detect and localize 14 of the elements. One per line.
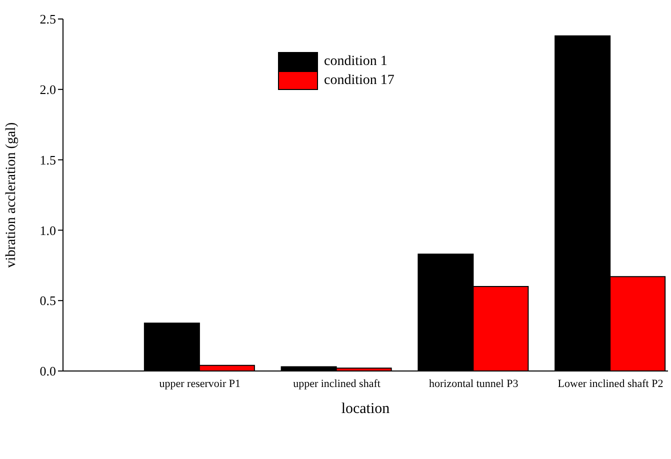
legend-label: condition 17	[324, 72, 394, 88]
y-tick-label: 2.5	[40, 12, 56, 27]
legend-label: condition 1	[324, 54, 388, 70]
x-tick-label: upper reservoir P1	[159, 378, 241, 390]
y-tick-label: 1.5	[40, 152, 56, 168]
x-tick-label: upper inclined shaft	[293, 378, 380, 390]
y-axis-title: vibration accleration (gal)	[4, 122, 19, 268]
y-tick-label: 1.0	[40, 222, 56, 238]
x-tick-label: Lower inclined shaft P2	[558, 378, 664, 390]
x-tick-label: horizontal tunnel P3	[429, 378, 519, 390]
y-tick-label: 0.5	[40, 293, 56, 308]
y-tick-label: 2.0	[40, 82, 56, 98]
x-axis-title: location	[341, 401, 390, 417]
y-tick-label: 0.0	[40, 364, 56, 379]
